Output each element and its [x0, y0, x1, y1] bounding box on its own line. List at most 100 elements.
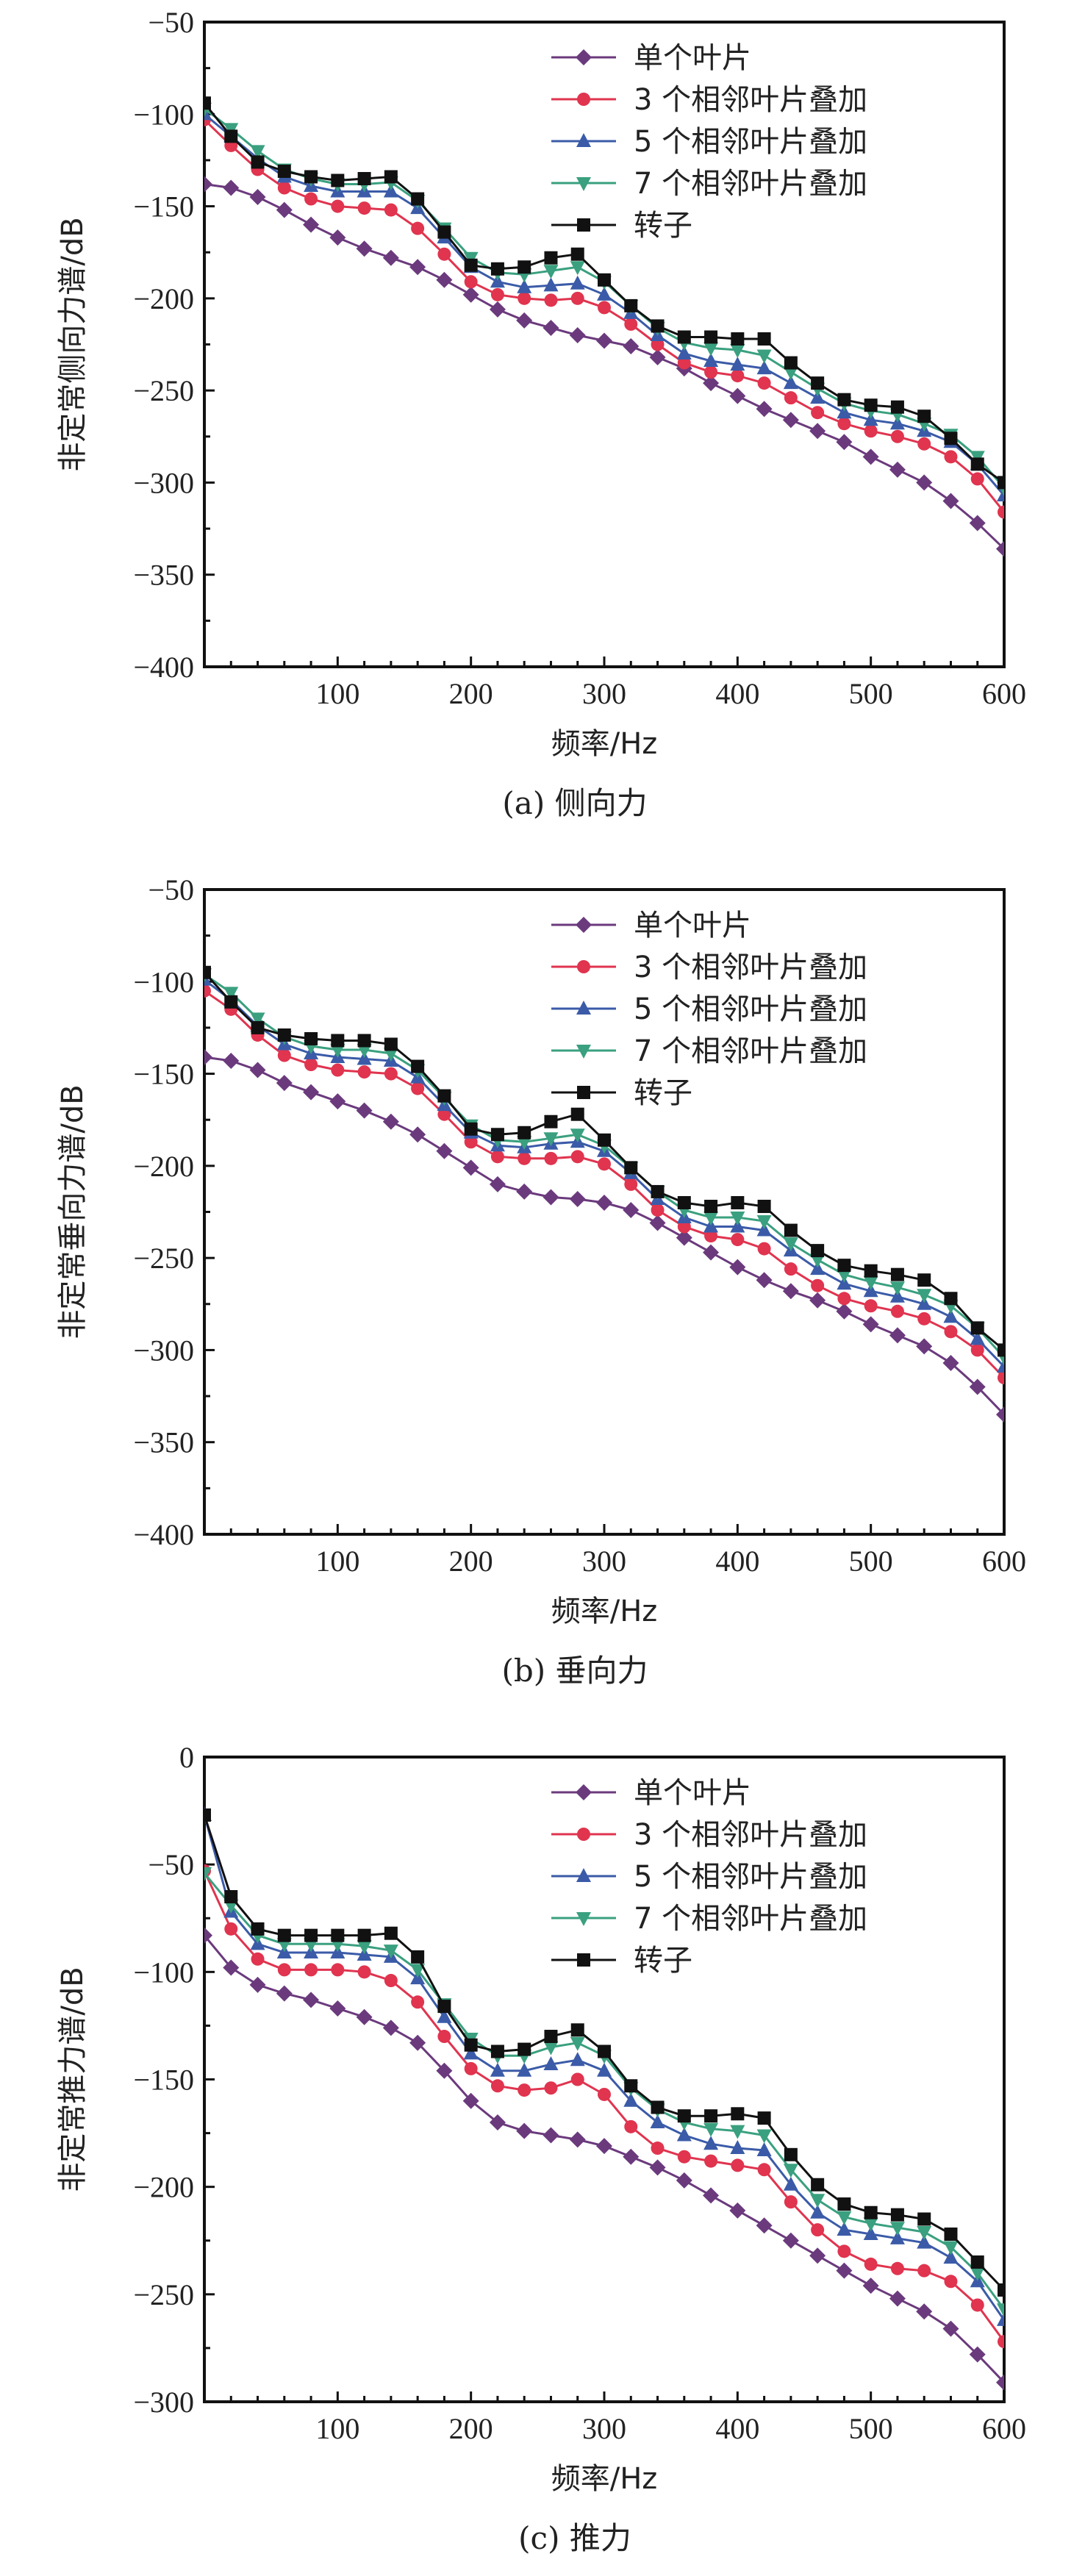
- data-point: [837, 1268, 852, 1283]
- x-tick-label: 200: [449, 2412, 493, 2445]
- data-point: [837, 2211, 852, 2225]
- data-point: [676, 2127, 692, 2142]
- data-point: [490, 2044, 504, 2058]
- x-tick-label: 500: [849, 1545, 893, 1578]
- data-point: [597, 286, 612, 301]
- data-point: [651, 337, 665, 351]
- data-point: [516, 2122, 533, 2139]
- data-point: [837, 1292, 851, 1306]
- data-point: [677, 2150, 691, 2164]
- data-point: [277, 1028, 291, 1042]
- data-point: [651, 2100, 665, 2114]
- legend-entry: 转子: [634, 1076, 692, 1110]
- x-tick-label: 300: [582, 1545, 626, 1578]
- data-point: [650, 2114, 665, 2128]
- data-point: [889, 2230, 905, 2244]
- data-point: [331, 1928, 345, 1942]
- data-point: [277, 181, 291, 195]
- data-point: [623, 1201, 640, 1218]
- series-5: [204, 965, 1004, 1357]
- data-point: [890, 400, 904, 414]
- x-axis-label: 频率/Hz: [551, 1595, 658, 1628]
- data-point: [544, 1151, 558, 1165]
- vertical-force-chart: 100 200 300 400 500 600 −50 −100 −150 −200 −250 −30…: [56, 873, 1026, 1689]
- data-point: [569, 326, 586, 343]
- data-point: [917, 1273, 931, 1287]
- data-point: [782, 2232, 799, 2249]
- data-point: [890, 1304, 904, 1318]
- data-point: [837, 1276, 852, 1290]
- data-point: [204, 984, 211, 998]
- data-point: [518, 2083, 531, 2097]
- y-axis-label: 非定常垂向力谱/dB: [56, 1084, 90, 1339]
- data-point: [651, 319, 665, 333]
- y-tick-label: −200: [133, 282, 194, 315]
- data-point: [649, 1214, 666, 1231]
- data-point: [730, 2125, 745, 2139]
- data-point: [944, 450, 958, 464]
- data-point: [730, 344, 745, 359]
- legend-entry: 转子: [634, 1944, 692, 1978]
- data-point: [944, 2227, 958, 2241]
- data-point: [783, 375, 798, 390]
- data-point: [944, 1325, 958, 1339]
- data-point: [917, 2264, 931, 2278]
- data-point: [677, 356, 691, 370]
- data-point: [383, 1944, 398, 1959]
- data-point: [889, 415, 905, 430]
- data-point: [890, 2208, 904, 2222]
- data-point: [729, 1259, 746, 1276]
- data-point: [811, 406, 825, 420]
- data-point: [543, 2041, 559, 2056]
- data-point: [809, 2247, 826, 2264]
- data-point: [942, 2320, 959, 2337]
- data-point: [544, 293, 558, 307]
- data-point: [596, 332, 612, 349]
- data-point: [490, 273, 505, 288]
- data-point: [624, 317, 638, 331]
- data-point: [204, 96, 211, 110]
- series-2: [204, 984, 1004, 1385]
- data-point: [889, 461, 906, 478]
- data-point: [384, 1067, 398, 1081]
- data-point: [783, 1237, 798, 1252]
- data-point: [276, 1075, 293, 1092]
- data-point: [490, 262, 504, 276]
- data-point: [543, 277, 559, 292]
- data-point: [569, 2131, 586, 2148]
- data-point: [251, 155, 265, 169]
- data-point: [783, 366, 798, 381]
- data-point: [464, 275, 478, 289]
- data-point: [756, 360, 772, 375]
- data-point: [863, 412, 878, 426]
- data-point: [543, 265, 559, 279]
- data-point: [596, 2138, 612, 2155]
- data-point: [837, 2244, 851, 2258]
- data-point: [329, 2000, 346, 2017]
- data-point: [837, 2197, 851, 2211]
- data-point: [303, 216, 320, 233]
- legend-marker: [577, 93, 590, 106]
- data-point: [704, 1199, 718, 1213]
- x-tick-label: 600: [982, 677, 1026, 710]
- data-point: [544, 2081, 558, 2095]
- data-point: [969, 1378, 986, 1395]
- legend-marker: [576, 177, 591, 191]
- data-point: [304, 1963, 318, 1977]
- data-point: [836, 1303, 853, 1320]
- data-point: [756, 401, 773, 418]
- x-axis-label: 频率/Hz: [551, 2462, 658, 2496]
- data-point: [810, 2194, 826, 2208]
- series-3: [204, 1806, 1004, 2326]
- data-point: [411, 192, 425, 206]
- data-point: [651, 1184, 665, 1198]
- data-point: [570, 291, 584, 305]
- legend-marker: [576, 1912, 591, 1926]
- data-point: [331, 1963, 345, 1977]
- data-point: [464, 1122, 478, 1136]
- data-point: [703, 1212, 719, 1226]
- data-point: [224, 1922, 238, 1936]
- x-tick-label: 100: [315, 677, 359, 710]
- x-tick-label: 200: [449, 677, 493, 710]
- legend-marker: [576, 1784, 592, 1800]
